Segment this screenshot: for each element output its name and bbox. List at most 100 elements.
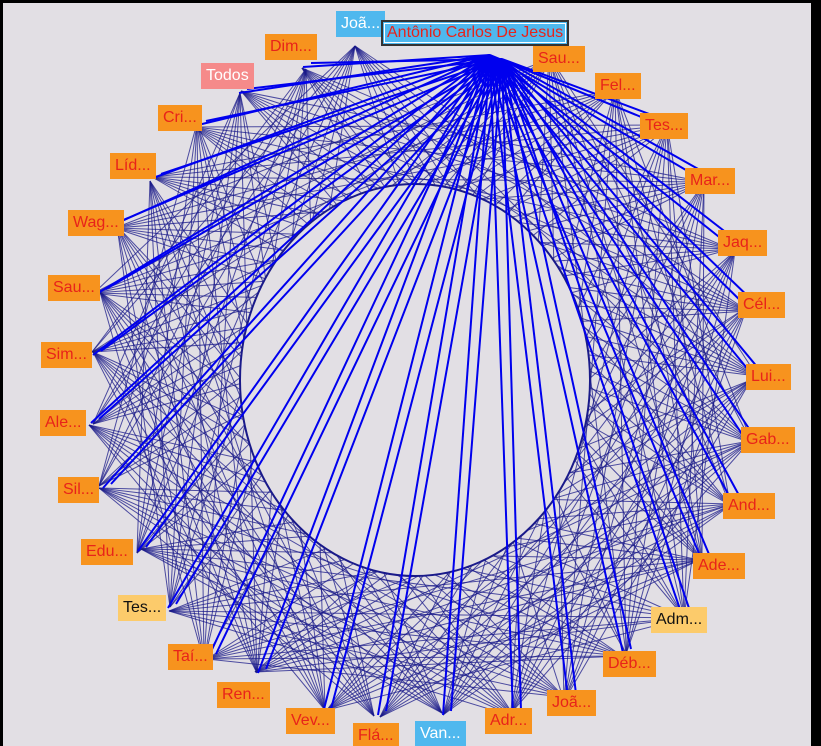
edge (206, 655, 623, 660)
graph-node[interactable]: Gab... (741, 427, 795, 453)
edge-highlight (97, 54, 491, 294)
edge-highlight (489, 54, 684, 619)
edge (149, 180, 326, 711)
graph-node[interactable]: Fel... (595, 73, 641, 99)
edge (240, 90, 732, 250)
edge-highlight (246, 58, 503, 90)
edge-highlight (92, 54, 491, 356)
edge (614, 88, 731, 506)
edge (354, 45, 753, 444)
edges-highlight (90, 54, 764, 716)
edge (206, 617, 686, 660)
graph-node[interactable]: Vev... (286, 708, 335, 734)
edge-highlight (501, 58, 717, 180)
edge-highlight (489, 54, 709, 184)
graph-node[interactable]: Tes... (118, 595, 167, 621)
edge (563, 124, 668, 702)
edge (98, 92, 241, 487)
edge (510, 440, 751, 714)
edge (548, 55, 685, 618)
graph-node[interactable]: Sau... (48, 275, 100, 301)
edge-highlight (215, 58, 503, 655)
edge (116, 225, 205, 662)
graph-node[interactable]: Sil... (58, 477, 100, 503)
edge (614, 88, 685, 618)
edge (563, 306, 748, 702)
edge (379, 306, 748, 718)
graph-node[interactable]: Edu... (81, 539, 133, 565)
inner-hole (239, 183, 591, 577)
edge-highlight (145, 58, 503, 548)
edge-highlight (489, 54, 734, 504)
edge (140, 548, 623, 657)
edge (151, 89, 615, 178)
graph-node[interactable]: Mar... (685, 168, 736, 194)
edge-highlight (489, 54, 749, 309)
graph-node[interactable]: Joã... (336, 11, 386, 37)
graph-node[interactable]: Tes... (640, 113, 689, 139)
edge-highlight (175, 58, 503, 605)
graph-node[interactable]: Ren... (217, 682, 270, 708)
edge (442, 379, 752, 716)
edge (88, 424, 443, 714)
graph-node[interactable]: Adr... (485, 708, 533, 734)
graph-node[interactable]: Flá... (353, 723, 399, 746)
graph-node[interactable]: Ade... (693, 553, 745, 579)
graph-node[interactable]: Wag... (68, 210, 124, 236)
network-graph[interactable] (3, 3, 821, 746)
graph-node[interactable]: Sau... (533, 46, 585, 72)
node-tooltip: Antônio Carlos De Jesus (381, 20, 570, 46)
graph-node[interactable]: Lui... (746, 364, 791, 390)
edge-highlight (489, 54, 569, 699)
edge-highlight (207, 54, 491, 659)
edge-highlight (100, 58, 503, 352)
edge-highlight (238, 54, 491, 94)
graph-node[interactable]: Cél... (738, 292, 786, 318)
edge-highlight (322, 54, 491, 714)
edge-highlight (377, 54, 491, 716)
graph-node[interactable]: And... (723, 493, 775, 519)
edge (149, 180, 171, 608)
edge-highlight (98, 58, 503, 420)
edge-highlight (501, 58, 692, 615)
edge (149, 180, 205, 662)
edge (98, 487, 375, 717)
graph-node[interactable]: Adm... (651, 607, 708, 633)
graph-node[interactable]: Dim... (265, 34, 317, 60)
edge-highlight (501, 58, 764, 375)
edge (92, 351, 375, 717)
graph-node[interactable]: Todos (201, 63, 254, 89)
graph-node[interactable]: Van... (415, 721, 466, 746)
edge (92, 351, 516, 718)
edge (442, 440, 751, 716)
edge-highlight (501, 58, 632, 650)
edge (136, 122, 198, 554)
edge (93, 57, 553, 294)
graph-node[interactable]: Ale... (40, 410, 87, 436)
edge-highlight (489, 54, 669, 129)
graph-node[interactable]: Déb... (603, 651, 656, 677)
edge-highlight (102, 54, 491, 489)
edge-highlight (167, 54, 491, 609)
edge-highlight (257, 54, 491, 674)
graph-node[interactable]: Sim... (41, 342, 92, 368)
edge-highlight (501, 58, 757, 305)
edge (625, 124, 668, 655)
edge (99, 291, 326, 711)
edge (88, 424, 375, 717)
edge-highlight (90, 54, 491, 424)
edge-highlight (442, 54, 491, 716)
edge-highlight (489, 54, 514, 716)
edge (140, 548, 686, 619)
graph-node[interactable]: Taí... (168, 644, 213, 670)
edge (379, 559, 700, 718)
graph-node[interactable]: Jaq... (718, 230, 768, 256)
edge (91, 57, 553, 353)
edge (98, 487, 623, 657)
edge-highlight (489, 54, 704, 564)
graph-node[interactable]: Joã... (547, 690, 597, 716)
graph-node[interactable]: Cri... (158, 105, 202, 131)
edge (666, 124, 731, 506)
edge (136, 180, 151, 554)
graph-node[interactable]: Líd... (110, 153, 156, 179)
